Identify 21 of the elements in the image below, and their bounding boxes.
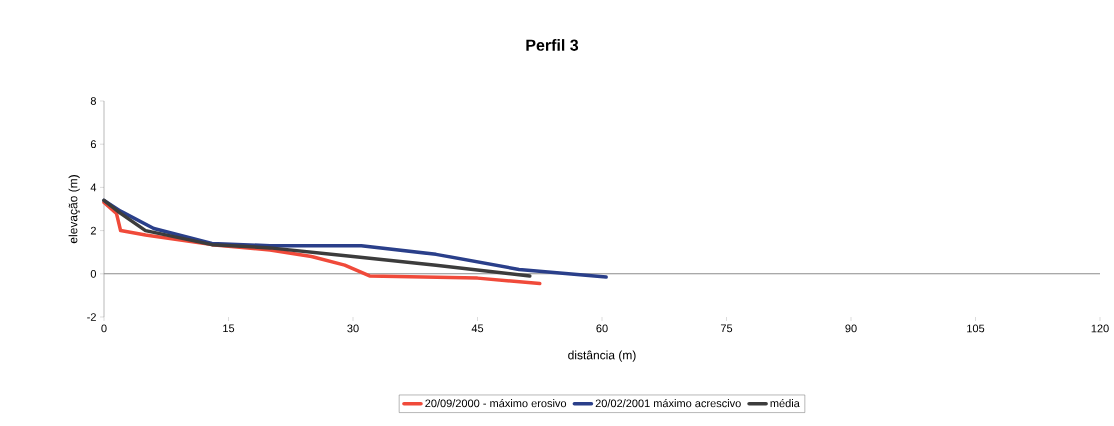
x-tick-label: 30	[347, 324, 359, 333]
legend-label: média	[770, 398, 800, 408]
x-tick-label: 90	[845, 324, 857, 333]
y-tick-label: 0	[90, 269, 97, 278]
x-axis-title: distância (m)	[568, 350, 636, 362]
chart-title: Perfil 3	[526, 39, 579, 51]
x-tick-label: 45	[471, 324, 484, 333]
x-tick-label: 105	[967, 324, 985, 333]
y-tick-label: 8	[90, 97, 96, 105]
x-tick-label: 0	[101, 324, 107, 333]
legend-label: 20/02/2001 máximo acrescivo	[595, 398, 741, 408]
x-tick-label: 60	[596, 324, 608, 333]
y-tick-label: 6	[90, 140, 96, 149]
y-tick-label: 4	[90, 183, 97, 192]
x-tick-label: 15	[223, 324, 235, 333]
y-tick-label: 2	[90, 226, 96, 235]
y-axis-title: elevação (m)	[68, 175, 80, 244]
x-tick-label: 120	[1091, 324, 1109, 333]
y-tick-label: -2	[87, 313, 96, 321]
x-tick-label: 75	[720, 324, 733, 333]
legend-label: 20/09/2000 - máximo erosivo	[425, 398, 567, 408]
